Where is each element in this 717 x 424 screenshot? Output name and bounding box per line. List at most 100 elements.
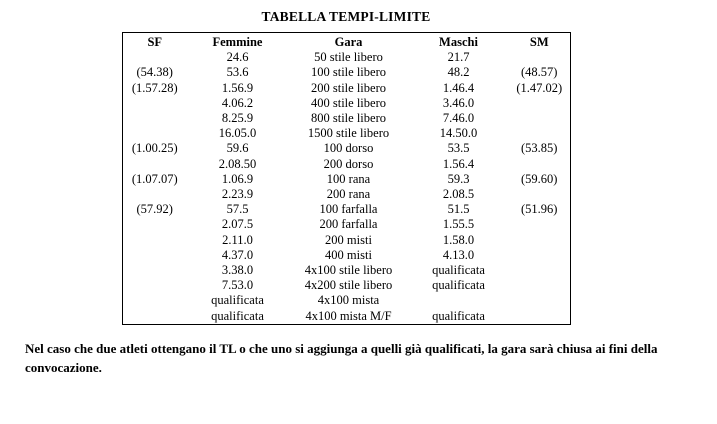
table-cell: 1.56.4 <box>442 156 475 171</box>
table-cell <box>509 293 571 308</box>
table-cell: 57.5 <box>226 202 249 217</box>
table-cell: 1.55.5 <box>442 217 475 232</box>
table-row: 16.05.0 1500 stile libero 14.50.0 <box>123 126 571 141</box>
table-cell: qualificata <box>432 263 485 278</box>
table-cell <box>509 111 571 126</box>
table-row: 2.11.0 200 misti 1.58.0 <box>123 233 571 248</box>
table-cell <box>123 111 187 126</box>
table-cell <box>123 293 187 308</box>
table-cell: (53.85) <box>521 141 558 156</box>
table-cell: 100 stile libero <box>311 65 386 80</box>
table-cell: 59.6 <box>226 141 249 156</box>
table-cell <box>509 96 571 111</box>
table-cell: 4x100 mista M/F <box>305 308 392 323</box>
table-cell: 3.46.0 <box>442 95 475 110</box>
table-row: (1.07.07) 1.06.9 100 rana 59.3 (59.60) <box>123 172 571 187</box>
table-cell <box>509 187 571 202</box>
table-cell: 200 farfalla <box>319 217 378 232</box>
table-cell: 3.38.0 <box>221 263 254 278</box>
page-title: TABELLA TEMPI-LIMITE <box>261 9 431 24</box>
table-cell: 4x200 stile libero <box>304 278 393 293</box>
table-cell <box>123 50 187 65</box>
table-row: qualificata 4x100 mista <box>123 293 571 308</box>
column-header: Gara <box>334 35 363 49</box>
table-cell: 100 farfalla <box>319 202 378 217</box>
table-cell: 24.6 <box>226 50 249 65</box>
table-cell: 4.37.0 <box>221 247 254 262</box>
table-cell: 50 stile libero <box>314 50 383 65</box>
table-row: 8.25.9 800 stile libero 7.46.0 <box>123 111 571 126</box>
table-cell: 4x100 stile libero <box>304 263 393 278</box>
table-row: (1.00.25) 59.6 100 dorso 53.5 (53.85) <box>123 141 571 156</box>
table-row: qualificata 4x100 mista M/F qualificata <box>123 309 571 325</box>
table-cell <box>123 309 187 325</box>
table-cell <box>509 233 571 248</box>
table-cell <box>123 278 187 293</box>
table-cell: 2.08.50 <box>218 156 257 171</box>
table-cell: 100 rana <box>326 171 371 186</box>
table-cell: 1500 stile libero <box>307 126 390 141</box>
table-cell: 100 dorso <box>323 141 374 156</box>
table-cell <box>123 157 187 172</box>
column-header: SM <box>529 35 549 49</box>
table-row: 24.6 50 stile libero 21.7 <box>123 50 571 65</box>
table-cell: (1.00.25) <box>131 141 178 156</box>
table-cell <box>509 157 571 172</box>
table-row: (54.38) 53.6 100 stile libero 48.2 (48.57) <box>123 65 571 80</box>
table-cell: 14.50.0 <box>439 126 478 141</box>
table-cell: qualificata <box>211 293 264 308</box>
table-row: 2.08.50 200 dorso 1.56.4 <box>123 157 571 172</box>
table-cell: 200 misti <box>325 232 372 247</box>
table-cell: 2.08.5 <box>442 187 475 202</box>
table-cell: 59.3 <box>447 171 470 186</box>
table-row: (57.92) 57.5 100 farfalla 51.5 (51.96) <box>123 202 571 217</box>
table-cell <box>509 248 571 263</box>
table-cell: (59.60) <box>521 171 558 186</box>
table-row: 4.06.2 400 stile libero 3.46.0 <box>123 96 571 111</box>
table-cell: 48.2 <box>447 65 470 80</box>
table-row: 7.53.0 4x200 stile libero qualificata <box>123 278 571 293</box>
table-header: SF Femmine Gara Maschi SM <box>123 33 571 51</box>
table-row: 2.23.9 200 rana 2.08.5 <box>123 187 571 202</box>
table-cell <box>509 263 571 278</box>
table-cell: 16.05.0 <box>218 126 257 141</box>
table-cell: 53.5 <box>447 141 470 156</box>
table-cell <box>509 126 571 141</box>
table-cell: (51.96) <box>521 202 558 217</box>
table-cell <box>123 248 187 263</box>
table-cell: (54.38) <box>136 65 173 80</box>
table-cell: qualificata <box>432 278 485 293</box>
table-cell: 4.13.0 <box>442 247 475 262</box>
table-row: 2.07.5 200 farfalla 1.55.5 <box>123 217 571 232</box>
table-cell: 53.6 <box>226 65 249 80</box>
table-row: (1.57.28) 1.56.9 200 stile libero 1.46.4 (1.… <box>123 81 571 96</box>
table-cell: 4.06.2 <box>221 95 254 110</box>
table-cell: qualificata <box>211 308 264 323</box>
table-cell <box>123 217 187 232</box>
table-cell: 200 dorso <box>323 156 374 171</box>
table-cell <box>123 126 187 141</box>
table-cell: 1.56.9 <box>221 80 254 95</box>
table-cell <box>123 233 187 248</box>
table-cell: 200 rana <box>326 187 371 202</box>
table-cell: 400 stile libero <box>311 95 386 110</box>
note-text: Nel caso che due atleti ottengano il TL … <box>25 341 658 375</box>
table-cell: 21.7 <box>447 50 470 65</box>
table-body: 24.6 50 stile libero 21.7 (54.38) 53.6 100 st… <box>123 50 571 324</box>
table-cell <box>509 50 571 65</box>
table-cell: (1.57.28) <box>131 80 178 95</box>
table-row: 4.37.0 400 misti 4.13.0 <box>123 248 571 263</box>
table-cell <box>123 263 187 278</box>
column-header: Maschi <box>439 35 478 49</box>
table-cell: 800 stile libero <box>311 111 386 126</box>
time-limits-table: SF Femmine Gara Maschi SM 24.6 50 stile liber… <box>122 32 571 325</box>
table-cell: (57.92) <box>136 202 173 217</box>
column-header: Femmine <box>212 35 263 49</box>
table-cell: 1.06.9 <box>221 171 254 186</box>
table-cell: (1.07.07) <box>131 171 178 186</box>
table-cell: 2.11.0 <box>222 232 253 247</box>
table-cell: (1.47.02) <box>516 80 563 95</box>
column-header: SF <box>147 35 163 49</box>
table-cell <box>123 187 187 202</box>
